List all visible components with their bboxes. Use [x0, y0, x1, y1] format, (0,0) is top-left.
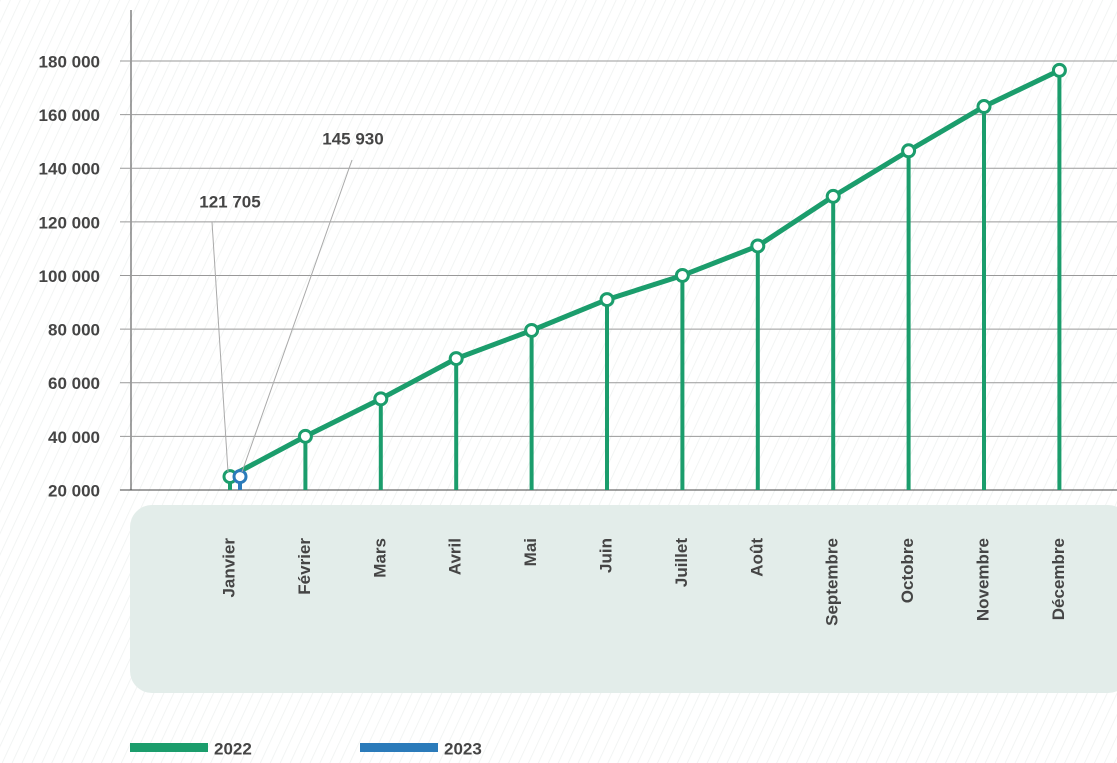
x-tick-label: Juin	[596, 538, 615, 573]
x-tick-label: Mars	[370, 538, 389, 578]
y-tick-label: 140 000	[39, 160, 100, 179]
legend-label: 2023	[444, 739, 482, 758]
x-tick-label: Février	[295, 538, 314, 595]
point	[599, 292, 615, 308]
point	[1051, 62, 1067, 78]
point	[825, 188, 841, 204]
point	[232, 469, 248, 485]
y-tick-label: 20 000	[48, 481, 100, 500]
x-label-panel	[130, 505, 1117, 693]
x-tick-label: Janvier	[219, 538, 238, 598]
point	[674, 267, 690, 283]
point	[524, 322, 540, 338]
annotation-leader	[211, 221, 229, 473]
line	[228, 68, 1061, 479]
point	[448, 351, 464, 367]
annotation-leader	[241, 159, 353, 473]
series	[232, 469, 248, 490]
x-tick-label: Avril	[446, 538, 465, 575]
x-tick-label: Septembre	[823, 538, 842, 626]
x-tick-label: Août	[747, 538, 766, 577]
point	[901, 143, 917, 159]
x-tick-label: Juillet	[672, 538, 691, 587]
point	[976, 99, 992, 115]
legend-swatch	[360, 743, 438, 752]
annotation: 145 930	[322, 129, 383, 148]
x-tick-label: Décembre	[1049, 538, 1068, 620]
y-tick-label: 80 000	[48, 321, 100, 340]
x-tick-label: Novembre	[973, 538, 992, 621]
y-tick-label: 120 000	[39, 213, 100, 232]
series	[222, 62, 1067, 490]
point	[297, 428, 313, 444]
y-tick-label: 160 000	[39, 106, 100, 125]
y-tick-label: 60 000	[48, 374, 100, 393]
annotation: 121 705	[199, 192, 260, 211]
x-tick-label: Octobre	[898, 538, 917, 603]
point	[373, 391, 389, 407]
legend-label: 2022	[214, 739, 252, 758]
point	[750, 238, 766, 254]
x-tick-label: Mai	[521, 538, 540, 566]
y-tick-label: 40 000	[48, 428, 100, 447]
legend-swatch	[130, 743, 208, 752]
y-tick-label: 100 000	[39, 267, 100, 286]
y-tick-label: 180 000	[39, 52, 100, 71]
